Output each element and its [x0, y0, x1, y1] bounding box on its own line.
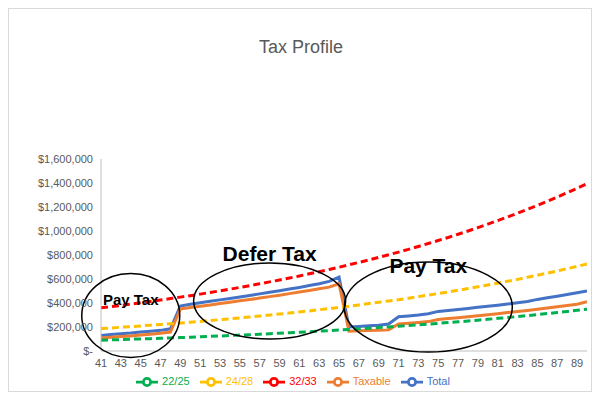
svg-text:67: 67 — [353, 357, 365, 369]
html-text:Taxable: Taxable — [352, 374, 391, 387]
svg-text:59: 59 — [273, 357, 285, 369]
html-text:Tax Profile: Tax Profile — [259, 37, 343, 57]
svg-text:57: 57 — [254, 357, 266, 369]
svg-text:65: 65 — [333, 357, 345, 369]
svg-text:$1,000,000: $1,000,000 — [38, 225, 93, 237]
svg-text:89: 89 — [571, 357, 583, 369]
svg-text:$600,000: $600,000 — [47, 273, 93, 285]
svg-text:55: 55 — [234, 357, 246, 369]
svg-text:$1,200,000: $1,200,000 — [38, 201, 93, 213]
svg-text:71: 71 — [392, 357, 404, 369]
svg-text:$400,000: $400,000 — [47, 297, 93, 309]
svg-text:$200,000: $200,000 — [47, 321, 93, 333]
html-text:22/25: 22/25 — [162, 374, 190, 387]
svg-text:45: 45 — [135, 357, 147, 369]
svg-text:43: 43 — [115, 357, 127, 369]
svg-text:75: 75 — [432, 357, 444, 369]
svg-text:61: 61 — [293, 357, 305, 369]
html-text:Total: Total — [426, 374, 450, 387]
svg-text:51: 51 — [194, 357, 206, 369]
svg-text:49: 49 — [174, 357, 186, 369]
svg-text:53: 53 — [214, 357, 226, 369]
svg-text:41: 41 — [95, 357, 107, 369]
svg-text:69: 69 — [373, 357, 385, 369]
svg-text:73: 73 — [412, 357, 424, 369]
svg-text:63: 63 — [313, 357, 325, 369]
html-text:24/28: 24/28 — [225, 374, 254, 387]
svg-text:$-: $- — [83, 345, 93, 357]
svg-text:Pay Tax: Pay Tax — [103, 291, 159, 308]
svg-text:Pay Tax: Pay Tax — [389, 254, 467, 277]
svg-text:47: 47 — [154, 357, 166, 369]
svg-text:Defer Tax: Defer Tax — [223, 242, 317, 265]
svg-text:83: 83 — [511, 357, 523, 369]
svg-text:85: 85 — [531, 357, 543, 369]
svg-text:$800,000: $800,000 — [47, 249, 93, 261]
svg-text:$1,400,000: $1,400,000 — [38, 177, 93, 189]
svg-text:79: 79 — [472, 357, 484, 369]
svg-text:$1,600,000: $1,600,000 — [38, 153, 93, 165]
svg-text:81: 81 — [492, 357, 504, 369]
svg-text:87: 87 — [551, 357, 563, 369]
svg-text:77: 77 — [452, 357, 464, 369]
html-text:32/33: 32/33 — [289, 374, 317, 387]
